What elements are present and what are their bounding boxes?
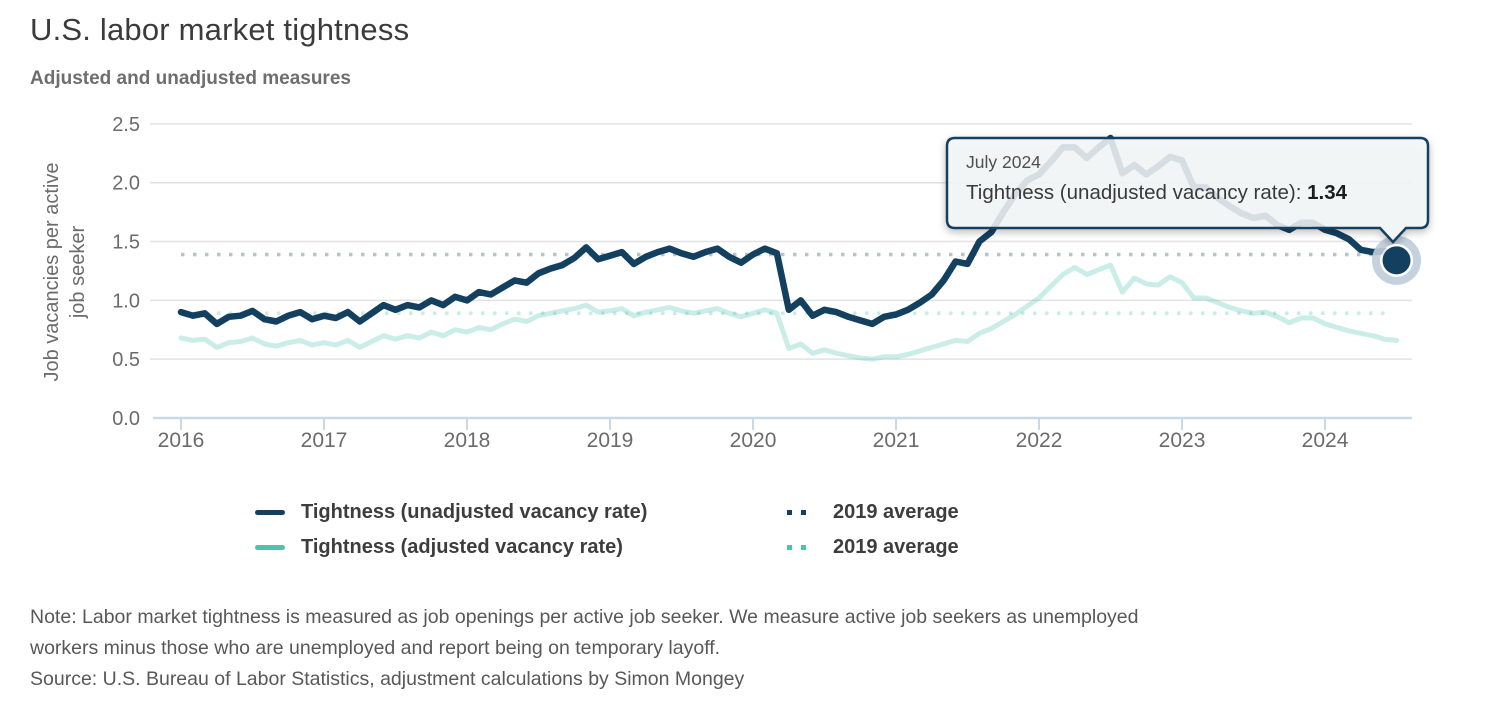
x-tick-label: 2018 [444,429,491,452]
x-tick-label: 2019 [587,429,634,452]
y-tick-label: 0.0 [112,408,140,430]
x-tick-label: 2017 [301,429,348,452]
legend-label-unadjusted-average: 2019 average [833,501,959,523]
source-line: Source: U.S. Bureau of Labor Statistics,… [30,668,745,690]
x-tick-label: 2016 [158,429,205,452]
note-line-1: Note: Labor market tightness is measured… [30,606,1139,628]
legend-label-adjusted-average: 2019 average [833,536,959,558]
legend-swatch-unadjusted-line [255,510,285,515]
y-tick-label: 0.5 [112,349,140,371]
tooltip-bubble [945,136,1430,244]
tightness-line-chart[interactable]: 0.0 0.5 1.0 1.5 2.0 2.5 2016 2017 2018 2019 2020 20… [0,100,1486,470]
legend-swatch-adjusted-line [255,545,285,550]
y-tick-label: 2.5 [112,114,140,136]
y-tick-label: 1.0 [112,290,140,312]
x-tick-label: 2020 [730,429,777,452]
page-subtitle: Adjusted and unadjusted measures [30,68,351,89]
y-axis-title: Job vacancies per active job seeker [41,162,89,381]
tooltip-value-line: Tightness (unadjusted vacancy rate): 1.3… [966,181,1348,204]
x-tick-label: 2024 [1302,429,1349,452]
footnotes: Note: Labor market tightness is measured… [30,602,1450,695]
series-line-adjusted[interactable] [178,262,1399,362]
legend: Tightness (unadjusted vacancy rate) 2019… [255,501,959,559]
legend-swatch-unadjusted-average-dotted [787,510,833,515]
highlighted-data-point[interactable] [1382,246,1411,275]
note-line-2: workers minus those who are unemployed a… [30,637,721,659]
page-title: U.S. labor market tightness [30,12,410,47]
tooltip-date: July 2024 [966,152,1041,172]
legend-swatch-adjusted-average-dotted [787,545,833,550]
x-tick-label: 2023 [1159,429,1206,452]
y-tick-label: 1.5 [112,232,140,254]
x-tick-label: 2022 [1016,429,1063,452]
legend-label-unadjusted: Tightness (unadjusted vacancy rate) [301,501,648,523]
legend-label-adjusted: Tightness (adjusted vacancy rate) [301,536,623,558]
y-tick-label: 2.0 [112,173,140,195]
x-tick-label: 2021 [873,429,920,452]
